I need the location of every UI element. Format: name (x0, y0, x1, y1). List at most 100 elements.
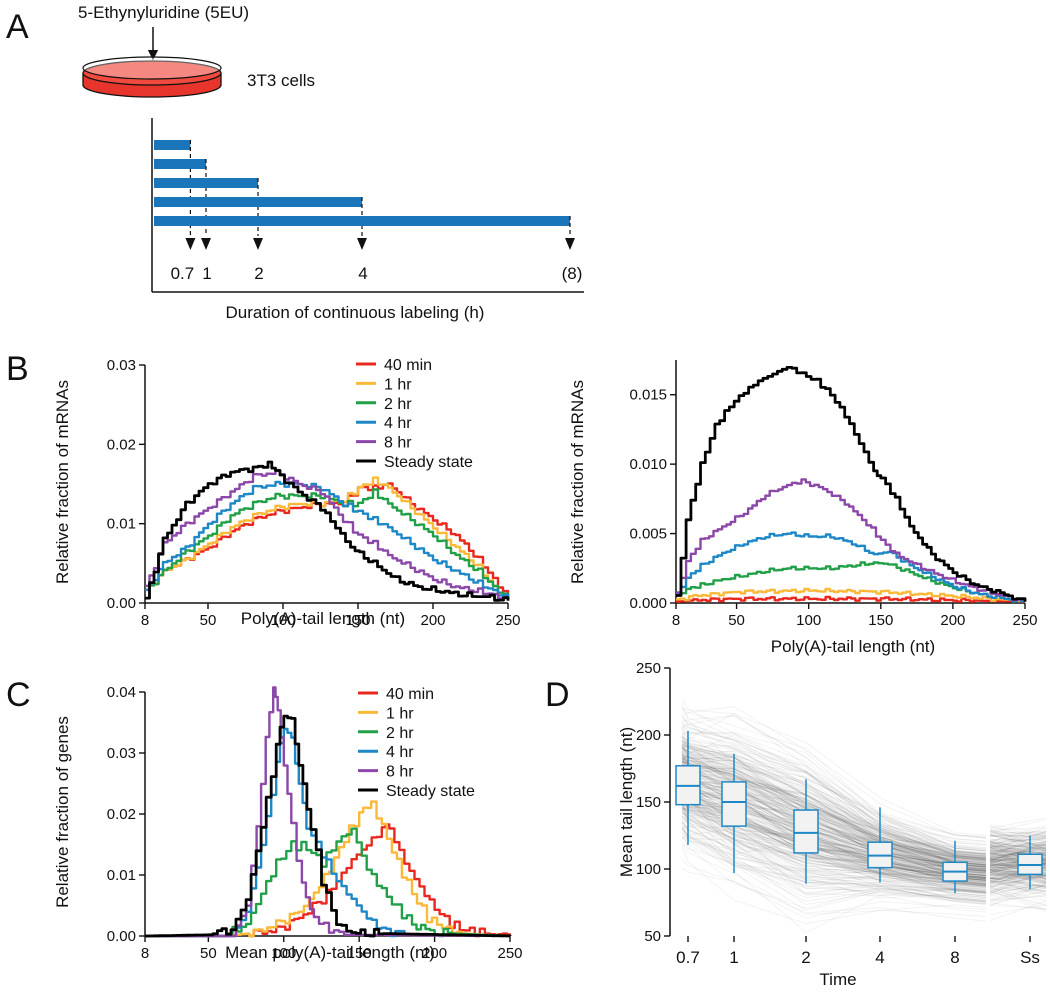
gene-trace (990, 883, 1046, 903)
gene-trace (990, 849, 1046, 854)
c-xlabel: Mean poly(A)-tail length (nt) (225, 943, 435, 962)
legend-label: 2 hr (384, 396, 412, 413)
gene-trace (990, 884, 1046, 894)
gene-trace (990, 876, 1046, 887)
gene-trace (990, 838, 1046, 841)
gene-trace (990, 900, 1046, 922)
gene-trace (990, 846, 1046, 854)
gene-trace (990, 883, 1046, 895)
series-line-8-hr (145, 468, 510, 601)
gene-trace (990, 872, 1046, 889)
gene-trace (990, 834, 1046, 850)
d-xlabel: Time (819, 970, 856, 989)
gene-trace (990, 878, 1046, 883)
panel-letter-d: D (545, 676, 570, 714)
d-ylabel: Mean tail length (nt) (617, 727, 636, 877)
x-tick-label: 200 (940, 612, 965, 629)
d-boxes (675, 730, 1043, 894)
gene-trace (990, 843, 1046, 853)
gene-trace (990, 891, 1046, 907)
gene-trace (990, 835, 1046, 849)
gene-trace (990, 846, 1046, 851)
gene-trace (990, 874, 1046, 882)
gene-trace (990, 874, 1046, 888)
gene-trace (990, 886, 1046, 911)
y-tick-label: 150 (636, 794, 661, 811)
gene-trace (990, 871, 1046, 892)
gene-trace (990, 846, 1046, 853)
x-tick-label: 250 (1012, 612, 1037, 629)
y-tick-label: 0.01 (107, 516, 136, 533)
gene-trace (990, 834, 1046, 841)
x-tick-label: 50 (728, 612, 745, 629)
gene-trace (990, 836, 1046, 856)
gene-trace (990, 840, 1046, 853)
gene-trace (990, 847, 1046, 858)
gene-trace (990, 834, 1046, 839)
gene-trace (990, 904, 1046, 915)
b-left-axes: 8 50 100 150 200 250 0.00 0.01 0.02 0.03 (107, 357, 521, 629)
timepoint-label: (8) (562, 264, 583, 283)
gene-trace (990, 825, 1046, 843)
series-line-4-hr (145, 727, 512, 938)
gene-trace (990, 871, 1046, 883)
gene-trace (990, 902, 1046, 910)
gene-trace (990, 875, 1046, 883)
b-right-series (676, 366, 1027, 603)
gene-trace (990, 837, 1046, 842)
gene-trace (990, 842, 1046, 861)
culture-dish (82, 56, 222, 98)
gene-trace (990, 840, 1046, 851)
gene-trace (990, 877, 1046, 887)
gene-trace (990, 851, 1046, 856)
y-tick-label: 200 (636, 727, 661, 744)
gene-trace (990, 889, 1046, 891)
gene-trace (990, 844, 1046, 856)
x-tick-label: 200 (422, 945, 447, 962)
gene-trace (990, 874, 1046, 884)
gene-trace (990, 831, 1046, 846)
gene-trace (990, 834, 1046, 848)
gene-trace (990, 877, 1046, 887)
gene-trace (990, 874, 1046, 888)
gene-trace (990, 879, 1046, 893)
panel-letter-c: C (6, 676, 31, 714)
gene-trace (681, 842, 986, 902)
legend-label: 2 hr (386, 725, 414, 742)
gene-trace (990, 881, 1046, 883)
legend-label: 8 hr (386, 764, 414, 781)
gene-trace (990, 830, 1046, 837)
series-line-steady-state (145, 714, 512, 938)
timepoint-label: 1 (202, 264, 211, 283)
panel-a-xlabel: Duration of continuous labeling (h) (226, 303, 485, 322)
gene-trace (990, 847, 1046, 860)
timepoint-label: 2 (254, 264, 263, 283)
labeling-bar (154, 178, 258, 188)
gene-trace (990, 875, 1046, 877)
timepoint-arrow-icon (357, 238, 367, 250)
series-line-steady-state (676, 366, 1027, 602)
x-tick-label: 8 (141, 945, 149, 962)
gene-trace (990, 880, 1046, 888)
gene-trace (990, 841, 1046, 852)
gene-trace (990, 884, 1046, 906)
box-body (793, 809, 819, 854)
gene-trace (990, 847, 1046, 852)
x-tick-label: 200 (420, 612, 445, 629)
gene-trace (990, 842, 1046, 845)
timepoint-arrow-icon (253, 238, 263, 250)
gene-trace (990, 874, 1046, 883)
gene-trace (990, 824, 1046, 834)
panel-d: D 50 100 150 200 250 0.7 1 2 4 8 Ss Time Mean tail… (545, 660, 1046, 989)
gene-trace (990, 877, 1046, 888)
panel-b-left: B 8 50 100 150 200 250 0.00 0.01 0.02 0.03 40 min… (6, 350, 521, 629)
c-legend: 40 min 1 hr 2 hr 4 hr 8 hr Steady state (358, 686, 475, 800)
legend-label: 40 min (384, 357, 432, 374)
gene-trace (990, 880, 1046, 895)
gene-trace (990, 882, 1046, 896)
gene-trace (990, 837, 1046, 845)
gene-trace (681, 714, 986, 838)
x-tick-label: 150 (345, 612, 370, 629)
x-tick-label: 8 (950, 948, 959, 967)
y-tick-label: 0.03 (107, 357, 136, 374)
